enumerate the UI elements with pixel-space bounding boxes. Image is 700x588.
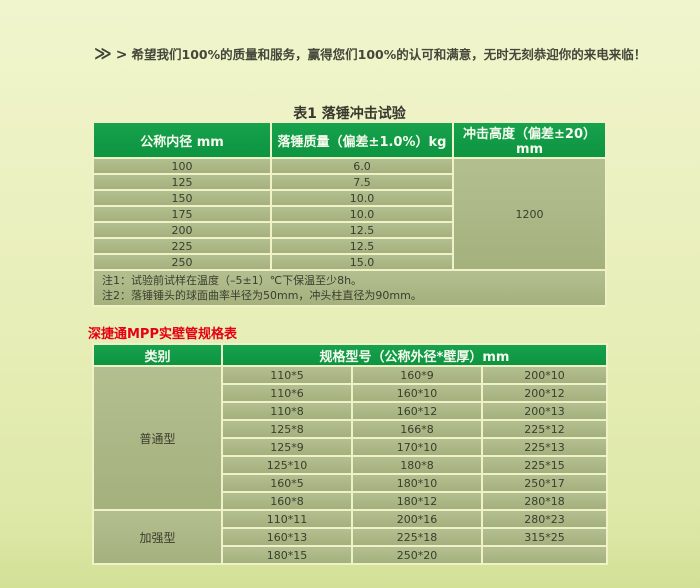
table-cell: 6.0 [272,159,452,173]
notes-cell: 注1：试验前试样在温度（–5±1）℃下保温至少8h。 注2：落锤锤头的球面曲率半… [94,271,605,305]
spec-cell: 180*8 [353,457,481,473]
table-row: 125*10 180*8 225*15 [94,457,606,473]
chevron-icon: > [115,47,128,63]
category-cell-reinforced: 加强型 [94,511,221,563]
spec-cell: 280*23 [483,511,606,527]
spec-cell: 160*13 [223,529,351,545]
table-cell: 12.5 [272,239,452,253]
tagline-text: 希望我们100%的质量和服务，赢得您们100%的认可和满意，无时无刻恭迎你的来电… [131,47,647,62]
table-cell: 100 [94,159,270,173]
table-row: 160*5 180*10 250*17 [94,475,606,491]
table-cell: 7.5 [272,175,452,189]
table-row: 200 12.5 [94,223,605,237]
spec-cell: 315*25 [483,529,606,545]
table-cell: 150 [94,191,270,205]
table-row: 150 10.0 [94,191,605,205]
table-row: 125 7.5 [94,175,605,189]
spec-cell: 200*10 [483,367,606,383]
spec-cell: 125*9 [223,439,351,455]
spec-cell: 180*12 [353,493,481,509]
spec-cell: 225*18 [353,529,481,545]
header-row: 公称内径 mm 落锤质量（偏差±1.0%）kg 冲击高度（偏差±20）mm [94,123,605,157]
table-row: 250 15.0 [94,255,605,269]
impact-height-cell: 1200 [454,159,605,269]
impact-test-table: 公称内径 mm 落锤质量（偏差±1.0%）kg 冲击高度（偏差±20）mm 10… [92,121,607,307]
header-row: 类别 规格型号（公称外径*壁厚）mm [94,345,606,365]
spec-cell [483,547,606,563]
table-cell: 225 [94,239,270,253]
spec-cell: 110*11 [223,511,351,527]
table-row: 加强型 110*11 200*16 280*23 [94,511,606,563]
table-row: 普通型 110*5 160*9 200*10 [94,367,606,509]
spec-cell: 180*15 [223,547,351,563]
table-row: 100 6.0 1200 [94,159,605,269]
spec-cell: 200*13 [483,403,606,419]
note-2: 注2：落锤锤头的球面曲率半径为50mm，冲头柱直径为90mm。 [102,289,422,302]
notes-row: 注1：试验前试样在温度（–5±1）℃下保温至少8h。 注2：落锤锤头的球面曲率半… [94,271,605,305]
spec-cell: 280*18 [483,493,606,509]
table-row: 160*13 225*18 315*25 [94,529,606,545]
spec-cell: 110*6 [223,385,351,401]
spec-cell: 250*17 [483,475,606,491]
spec-cell: 125*8 [223,421,351,437]
table-cell: 125 [94,175,270,189]
spec-table: 类别 规格型号（公称外径*壁厚）mm 普通型 110*5 160*9 200*1… [92,343,608,565]
column-header-spec: 规格型号（公称外径*壁厚）mm [223,345,606,365]
spec-cell: 160*9 [353,367,481,383]
column-header-mass: 落锤质量（偏差±1.0%）kg [272,123,452,157]
table-cell: 175 [94,207,270,221]
table-row: 225 12.5 [94,239,605,253]
spec-cell: 160*5 [223,475,351,491]
spec-cell: 110*8 [223,403,351,419]
spec-cell: 180*10 [353,475,481,491]
table-row: 110*6 160*10 200*12 [94,385,606,401]
spec-cell: 125*10 [223,457,351,473]
table-cell: 10.0 [272,207,452,221]
impact-table-title: 表1 落锤冲击试验 [293,106,406,122]
table-row: 110*8 160*12 200*13 [94,403,606,419]
table-cell: 10.0 [272,191,452,205]
spec-cell: 225*12 [483,421,606,437]
tagline: ≫ > 希望我们100%的质量和服务，赢得您们100%的认可和满意，无时无刻恭迎你的… [94,44,646,64]
note-1: 注1：试验前试样在温度（–5±1）℃下保温至少8h。 [102,274,363,287]
table-row: 160*8 180*12 280*18 [94,493,606,509]
column-header-dn: 公称内径 mm [94,123,270,157]
table-cell: 15.0 [272,255,452,269]
table-cell: 250 [94,255,270,269]
spec-cell: 200*16 [353,511,481,527]
spec-cell: 160*10 [353,385,481,401]
double-chevron-icon: ≫ [94,44,112,64]
spec-cell: 110*5 [223,367,351,383]
table-cell: 12.5 [272,223,452,237]
spec-cell: 225*13 [483,439,606,455]
table-row: 180*15 250*20 [94,547,606,563]
table-cell: 200 [94,223,270,237]
table-row: 125*9 170*10 225*13 [94,439,606,455]
spec-cell: 160*8 [223,493,351,509]
column-header-category: 类别 [94,345,221,365]
spec-cell: 250*20 [353,547,481,563]
spec-cell: 160*12 [353,403,481,419]
spec-table-title: 深捷通MPP实壁管规格表 [88,327,237,342]
spec-cell: 166*8 [353,421,481,437]
spec-cell: 200*12 [483,385,606,401]
table-row: 175 10.0 [94,207,605,221]
table-row: 125*8 166*8 225*12 [94,421,606,437]
column-header-height: 冲击高度（偏差±20）mm [454,123,605,157]
spec-cell: 170*10 [353,439,481,455]
spec-cell: 225*15 [483,457,606,473]
category-cell-ordinary: 普通型 [94,367,221,509]
